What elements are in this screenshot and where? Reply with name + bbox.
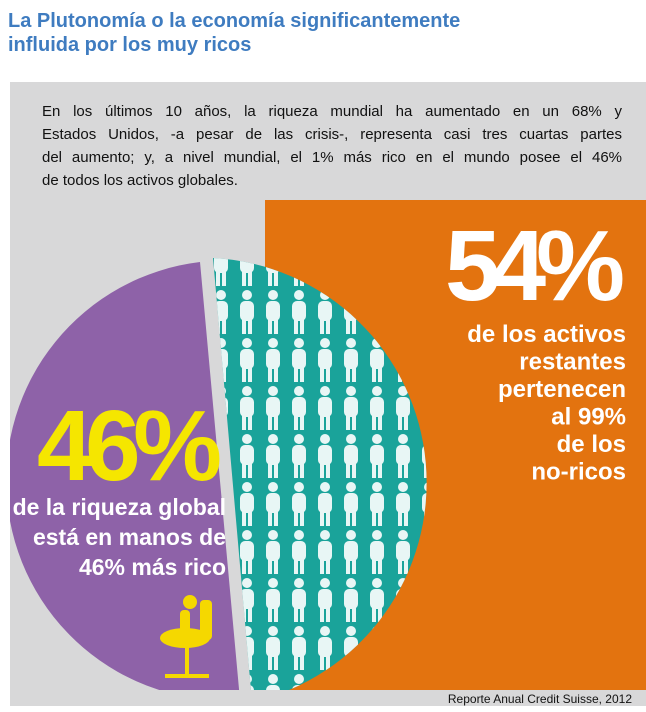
caption-line: de los xyxy=(557,431,626,458)
purple-wedge xyxy=(10,262,240,690)
intro-line: Estados Unidos, -a pesar de las crisis-,… xyxy=(42,126,622,143)
caption-line: de la riqueza global xyxy=(13,494,226,520)
intro-line: del aumento; y, a nivel mundial, el 1% m… xyxy=(42,149,622,166)
caption-line: está en manos de xyxy=(33,524,226,550)
caption-line: 46% más rico xyxy=(79,554,226,580)
left-figure: 46% xyxy=(37,390,222,502)
source: Reporte Anual Credit Suisse, 2012 xyxy=(448,692,632,706)
intro: En los últimos 10 años, la riqueza mundi… xyxy=(42,100,622,192)
title-line: influida por los muy ricos xyxy=(8,34,252,56)
people-pattern xyxy=(213,258,427,690)
caption-line: al 99% xyxy=(551,404,626,431)
title-line: La Plutonomía o la economía significante… xyxy=(8,10,461,32)
left-caption: de la riqueza global está en manos de 46% … xyxy=(13,494,226,580)
chair-icon xyxy=(160,595,212,678)
caption-line: pertenecen xyxy=(498,376,626,403)
intro-line: En los últimos 10 años, la riqueza mundi… xyxy=(42,103,622,120)
caption-line: de los activos xyxy=(467,321,626,348)
caption-line: restantes xyxy=(519,349,626,376)
right-figure: 54% xyxy=(445,210,625,322)
caption-line: no-ricos xyxy=(531,459,626,486)
intro-line: de todos los activos globales. xyxy=(42,172,238,189)
